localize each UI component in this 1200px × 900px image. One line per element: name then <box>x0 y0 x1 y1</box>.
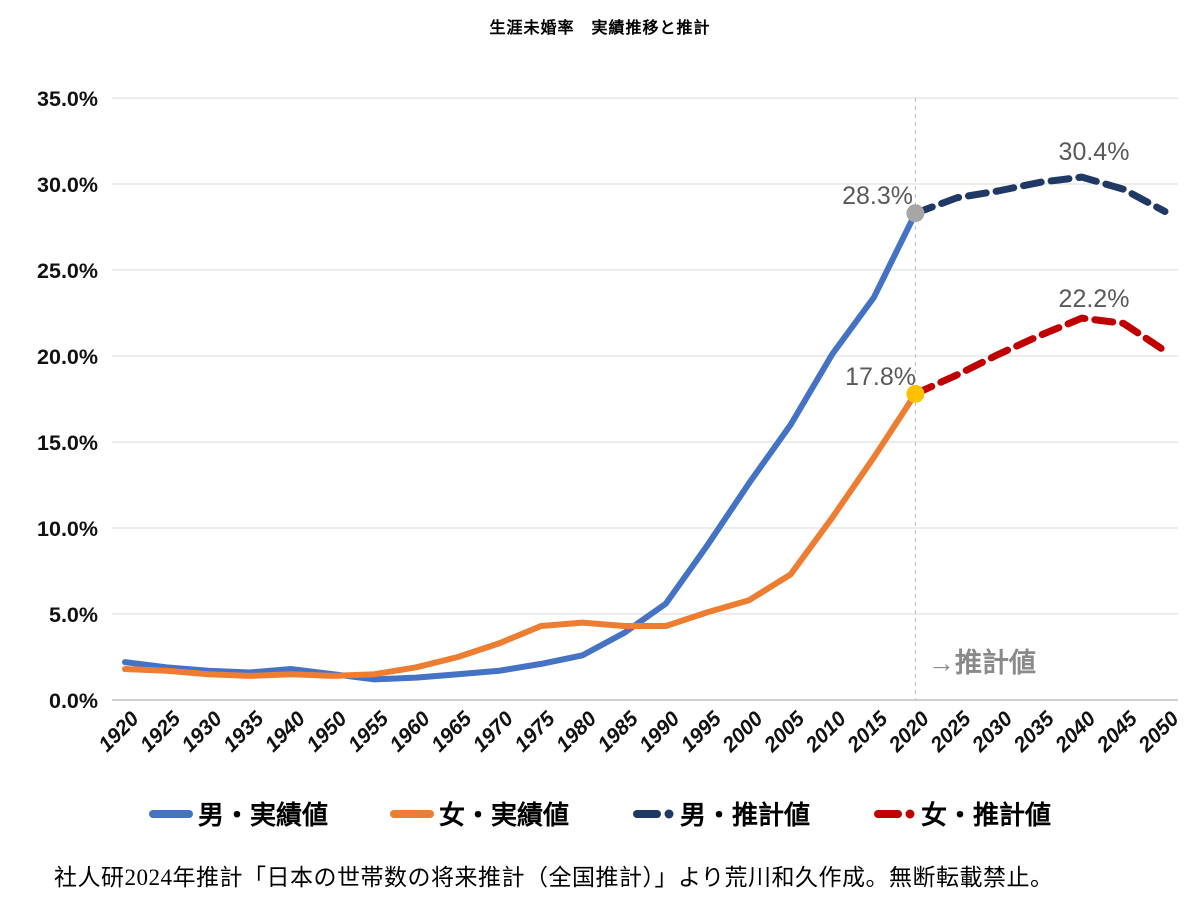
x-axis-tick-label: 1980 <box>552 707 602 757</box>
x-axis-tick-label: 2015 <box>842 707 892 757</box>
x-axis-tick-label: 1970 <box>469 707 519 757</box>
x-axis-tick-label: 1975 <box>510 707 560 757</box>
annotation-women-peak: 22.2% <box>1058 285 1130 313</box>
legend-label: 男・実績値 <box>197 800 328 830</box>
forecast-region-label: →推計値 <box>928 648 1036 678</box>
legend-item-men-forecast: 男・推計値 <box>631 795 810 832</box>
x-axis-tick-label: 2005 <box>759 707 809 757</box>
data-point-marker <box>906 384 925 403</box>
x-axis-tick-label: 1935 <box>219 707 269 757</box>
x-axis-tick-label: 1960 <box>385 707 435 757</box>
x-axis-tick-label: 2010 <box>801 707 851 757</box>
x-axis-tick-label: 2030 <box>967 707 1017 757</box>
legend-item-women-forecast: 女・推計値 <box>872 795 1051 832</box>
annotation-men-peak: 30.4% <box>1058 138 1130 166</box>
x-axis-tick-label: 1950 <box>302 707 352 757</box>
solid-line-swatch-icon <box>389 809 434 818</box>
series-line-actual <box>122 390 919 679</box>
x-axis-tick-label: 1925 <box>136 707 186 757</box>
y-axis-tick-label: 35.0% <box>37 87 98 111</box>
y-axis-tick-label: 10.0% <box>37 517 98 541</box>
x-axis-tick-label: 2035 <box>1009 707 1059 757</box>
x-axis-tick-label: 1940 <box>261 707 311 757</box>
line-chart-canvas: 0.0% 5.0% 10.0% 15.0% 20.0% 25.0% 30.0% 35.0% 19… <box>37 87 1184 757</box>
x-axis-tick-label: 1995 <box>677 707 727 757</box>
legend-label: 男・推計値 <box>680 800 811 830</box>
x-axis-tick-label: 2020 <box>884 707 934 757</box>
legend-item-women-actual: 女・実績値 <box>389 795 569 832</box>
x-axis-tick-label: 1965 <box>427 707 477 757</box>
x-axis-tick-label: 1920 <box>94 707 144 757</box>
series-line-forecast <box>911 173 1169 217</box>
x-axis-tick-label: 2045 <box>1092 707 1142 757</box>
x-axis-tick-label: 2025 <box>926 707 976 757</box>
data-point-marker <box>906 204 925 223</box>
x-axis-tick-label: 2000 <box>718 707 768 757</box>
annotation-women-2020: 17.8% <box>845 363 916 391</box>
annotation-men-2020: 28.3% <box>842 182 913 210</box>
x-axis-tick-label: 1990 <box>635 707 685 757</box>
source-note: 社人研2024年推計「日本の世帯数の将来推計（全国推計）」より荒川和久作成。無断… <box>54 865 1054 890</box>
x-axis-tick-label: 1985 <box>593 707 643 757</box>
dashed-line-swatch-icon <box>874 809 915 818</box>
chart-title: 生涯未婚率 実績推移と推計 <box>489 20 711 37</box>
y-axis-tick-label: 20.0% <box>37 345 98 369</box>
legend-label: 女・推計値 <box>921 800 1052 830</box>
x-axis-tick-label: 1930 <box>177 707 227 757</box>
legend-item-men-actual: 男・実績値 <box>148 795 328 832</box>
x-axis-tick-label: 1955 <box>344 707 394 757</box>
y-axis-tick-label: 5.0% <box>49 603 98 627</box>
series-line-actual <box>122 210 919 683</box>
legend-label: 女・実績値 <box>438 800 569 830</box>
x-axis-tick-label: 2050 <box>1134 707 1184 757</box>
series-line-forecast <box>911 314 1169 398</box>
dashed-line-swatch-icon <box>633 809 674 818</box>
solid-line-swatch-icon <box>148 809 193 818</box>
y-axis-tick-label: 25.0% <box>37 259 98 283</box>
y-axis-tick-label: 15.0% <box>37 431 98 455</box>
x-axis-tick-label: 2040 <box>1050 707 1100 757</box>
legend: 男・実績値 女・実績値 男・推計値 女・推計値 <box>0 795 1200 832</box>
y-axis-tick-label: 30.0% <box>37 173 98 197</box>
y-axis-tick-label: 0.0% <box>49 689 98 713</box>
